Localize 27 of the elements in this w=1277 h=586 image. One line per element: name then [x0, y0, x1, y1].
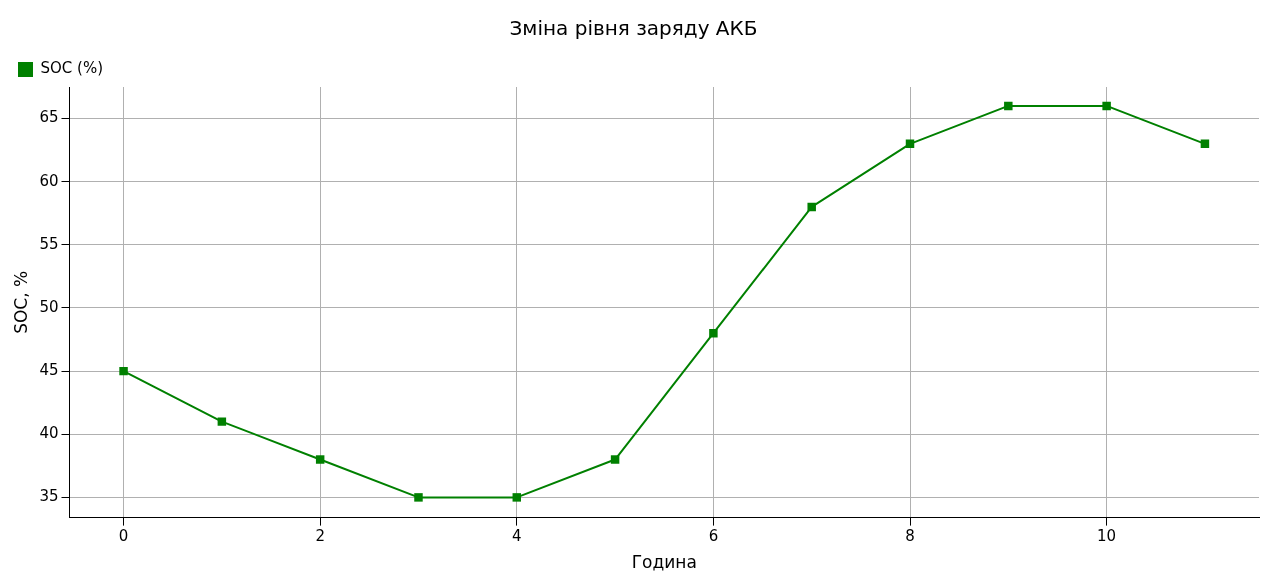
point [217, 417, 227, 426]
point [512, 493, 522, 502]
y-tick-label: 65 [39, 108, 59, 127]
legend-label: SOC (%) [40, 59, 104, 78]
y-axis-title: SOC, % [10, 270, 31, 334]
point [414, 493, 423, 502]
chart-title: Зміна рівня заряду АКБ [509, 16, 758, 41]
point [610, 455, 620, 464]
y-tick-label: 50 [39, 297, 59, 316]
x-tick-label: 0 [118, 527, 129, 546]
point [119, 366, 128, 376]
x-axis-title: Година [631, 552, 697, 573]
y-tick-label: 40 [39, 424, 59, 443]
point [807, 202, 816, 212]
x-tick-label: 10 [1097, 527, 1117, 546]
y-tick-label: 35 [39, 487, 59, 506]
point [1004, 101, 1013, 111]
point [709, 329, 718, 338]
y-tick-label: 55 [39, 234, 59, 253]
x-tick-label: 4 [512, 527, 522, 546]
x-tick-label: 2 [315, 527, 325, 546]
y-tick-label: 45 [39, 361, 59, 380]
x-tick-label: 6 [708, 527, 719, 546]
point [1102, 101, 1111, 111]
x-tick-label: 8 [905, 527, 915, 546]
point [315, 455, 325, 464]
y-tick-label: 60 [39, 171, 59, 190]
